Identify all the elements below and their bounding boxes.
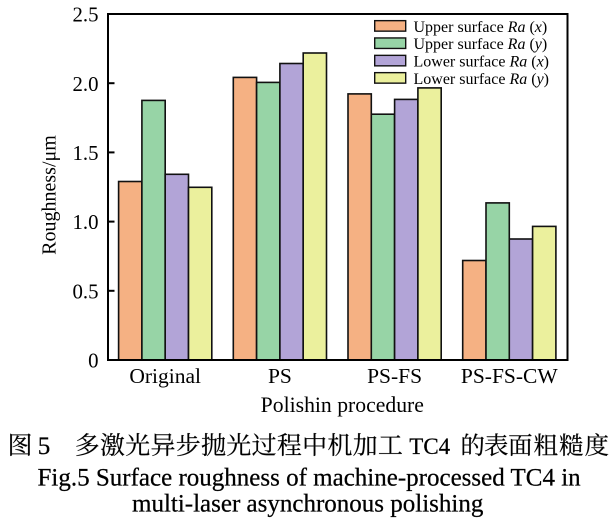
- svg-text:PS-FS: PS-FS: [367, 364, 422, 388]
- svg-text:Upper surface Ra (x): Upper surface Ra (x): [414, 19, 548, 36]
- svg-text:0: 0: [88, 350, 98, 373]
- svg-text:Upper surface Ra (y): Upper surface Ra (y): [414, 36, 548, 53]
- svg-text:2.0: 2.0: [73, 73, 99, 96]
- svg-text:Fig.5 Surface roughness of mac: Fig.5 Surface roughness of machine-proce…: [38, 465, 582, 492]
- svg-text:Lower surface Ra (x): Lower surface Ra (x): [414, 54, 550, 71]
- svg-text:Polishin procedure: Polishin procedure: [261, 393, 424, 417]
- svg-text:2.5: 2.5: [73, 4, 99, 27]
- svg-text:1.5: 1.5: [73, 142, 99, 165]
- svg-text:multi-laser asynchronous polis: multi-laser asynchronous polishing: [132, 491, 484, 518]
- svg-text:PS-FS-CW: PS-FS-CW: [461, 364, 558, 388]
- svg-text:TC4: TC4: [409, 434, 450, 459]
- svg-text:PS: PS: [268, 364, 292, 388]
- svg-text:Roughness/μm: Roughness/μm: [39, 135, 61, 255]
- svg-text:5: 5: [38, 433, 51, 460]
- svg-text:Original: Original: [129, 364, 201, 388]
- svg-text:1.0: 1.0: [73, 211, 99, 234]
- svg-text:Lower surface Ra (y): Lower surface Ra (y): [414, 71, 550, 88]
- svg-text:0.5: 0.5: [73, 280, 99, 303]
